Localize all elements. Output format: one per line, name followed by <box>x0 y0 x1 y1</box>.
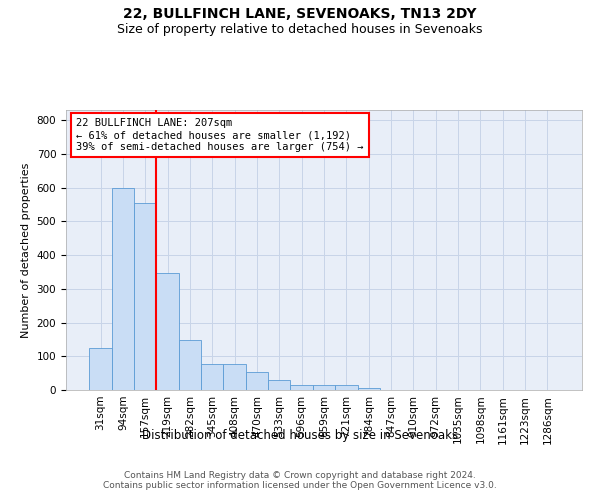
Text: Contains HM Land Registry data © Crown copyright and database right 2024.
Contai: Contains HM Land Registry data © Crown c… <box>103 470 497 490</box>
Text: Size of property relative to detached houses in Sevenoaks: Size of property relative to detached ho… <box>117 22 483 36</box>
Bar <box>89 348 112 390</box>
Bar <box>246 372 268 390</box>
Y-axis label: Number of detached properties: Number of detached properties <box>21 162 31 338</box>
Bar <box>134 203 157 390</box>
Bar <box>112 188 134 390</box>
Bar <box>313 386 335 390</box>
Bar <box>223 364 246 390</box>
Bar <box>179 340 201 390</box>
Text: 22, BULLFINCH LANE, SEVENOAKS, TN13 2DY: 22, BULLFINCH LANE, SEVENOAKS, TN13 2DY <box>123 8 477 22</box>
Text: Distribution of detached houses by size in Sevenoaks: Distribution of detached houses by size … <box>142 428 458 442</box>
Bar <box>290 385 313 390</box>
Bar <box>157 273 179 390</box>
Bar <box>201 364 223 390</box>
Bar <box>358 388 380 390</box>
Bar <box>268 380 290 390</box>
Bar <box>335 386 358 390</box>
Text: 22 BULLFINCH LANE: 207sqm
← 61% of detached houses are smaller (1,192)
39% of se: 22 BULLFINCH LANE: 207sqm ← 61% of detac… <box>76 118 364 152</box>
